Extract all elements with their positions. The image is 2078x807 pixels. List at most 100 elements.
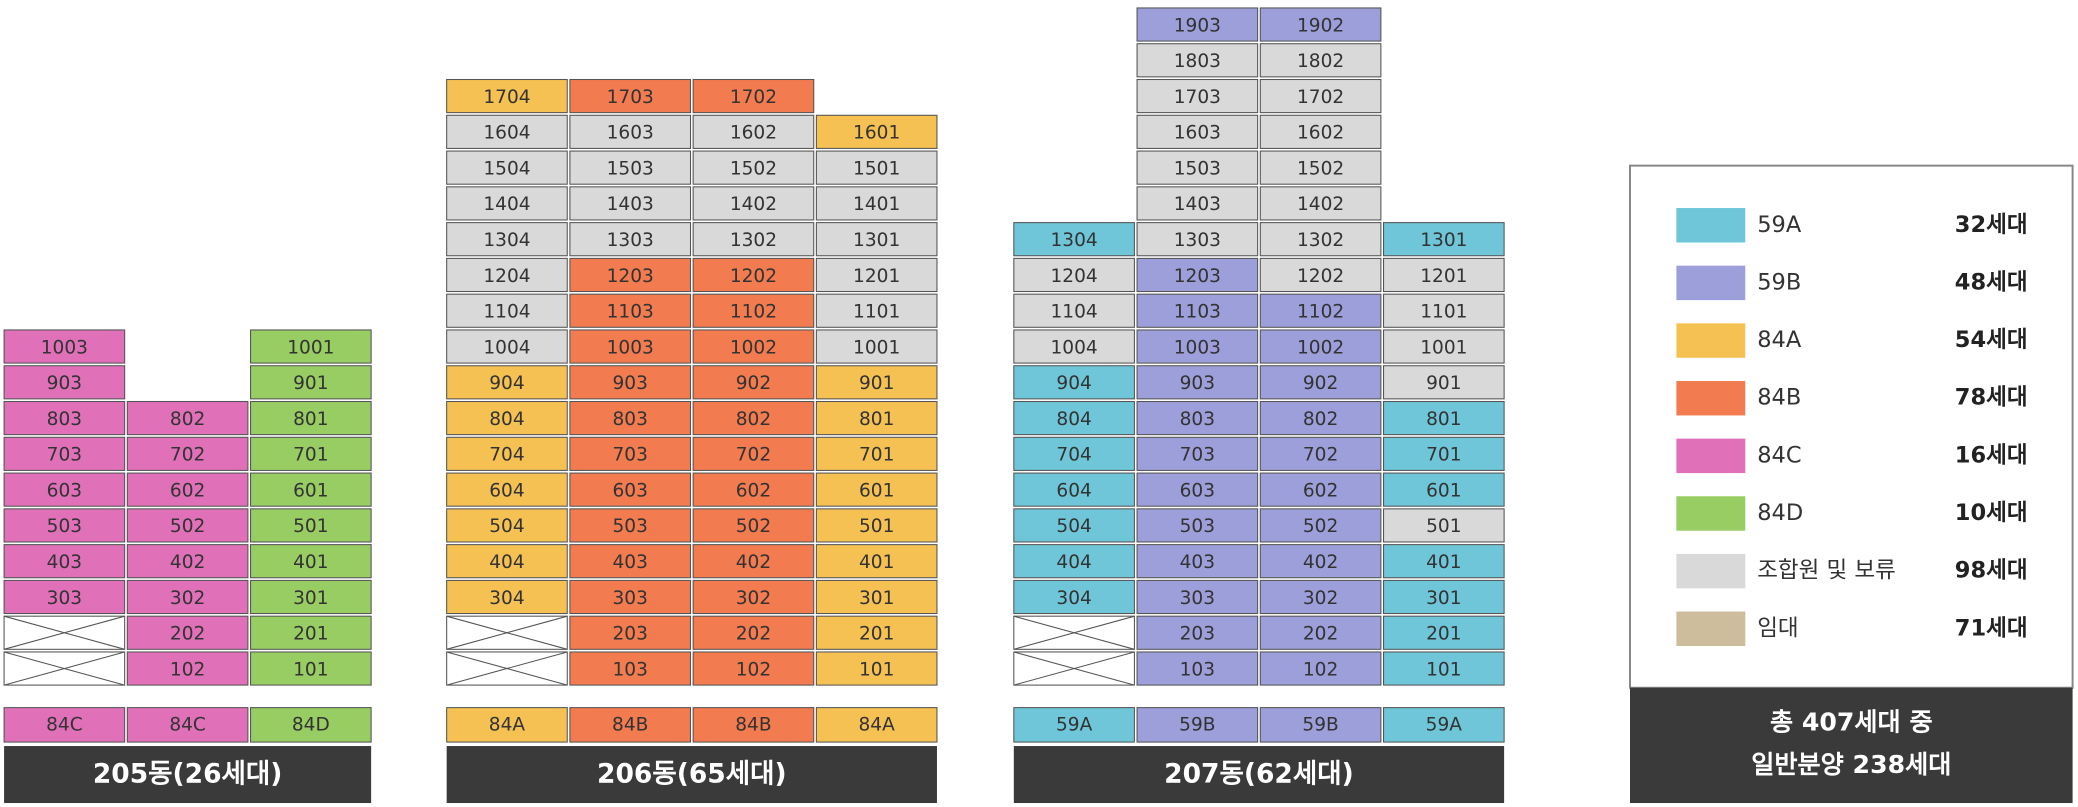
unit bbox=[1013, 293, 1135, 328]
unit-label: 501 bbox=[293, 516, 328, 537]
unit-label: 1504 bbox=[483, 158, 530, 179]
unit bbox=[1259, 329, 1382, 364]
unit bbox=[569, 651, 692, 686]
unit bbox=[250, 651, 372, 686]
unit bbox=[3, 508, 126, 543]
unit-label: 1002 bbox=[730, 337, 777, 358]
type-label: 84D bbox=[292, 714, 330, 735]
unit-label: 1202 bbox=[1297, 266, 1344, 287]
unit-label: 401 bbox=[859, 552, 894, 573]
unit bbox=[1383, 400, 1505, 436]
unit-label: 1602 bbox=[1297, 123, 1344, 144]
type-label: 84B bbox=[735, 714, 771, 735]
type-cell bbox=[569, 707, 692, 743]
unit-label: 303 bbox=[47, 588, 82, 609]
unit-label: 1301 bbox=[853, 230, 900, 251]
unit bbox=[1136, 365, 1259, 400]
unit bbox=[446, 508, 568, 543]
unit bbox=[569, 615, 692, 650]
unit-label: 302 bbox=[170, 588, 205, 609]
unit bbox=[569, 544, 692, 579]
unit-label: 703 bbox=[47, 445, 82, 466]
unit bbox=[815, 400, 938, 436]
unit-label: 404 bbox=[1056, 552, 1091, 573]
legend-count: 48세대 bbox=[1955, 269, 2028, 295]
unit-label: 302 bbox=[1303, 588, 1338, 609]
legend-label: 59B bbox=[1757, 269, 1801, 295]
unit bbox=[1013, 544, 1135, 579]
unit bbox=[250, 579, 372, 615]
unit-label: 101 bbox=[859, 659, 894, 680]
unit-label: 1104 bbox=[1051, 302, 1098, 323]
unit-label: 1501 bbox=[853, 158, 900, 179]
unit-label: 102 bbox=[736, 659, 771, 680]
unit bbox=[126, 615, 249, 650]
unit-label: 404 bbox=[489, 552, 524, 573]
unit bbox=[1259, 222, 1382, 257]
unit bbox=[815, 293, 938, 328]
building-bar bbox=[1013, 746, 1505, 804]
unit-label: 1004 bbox=[483, 337, 530, 358]
unit bbox=[569, 222, 692, 257]
unit-label: 1103 bbox=[607, 302, 654, 323]
unit bbox=[815, 150, 938, 185]
unit bbox=[250, 508, 372, 543]
unit bbox=[1259, 579, 1382, 615]
unit bbox=[126, 651, 249, 686]
unit-label: 1402 bbox=[730, 194, 777, 215]
unit bbox=[126, 436, 249, 471]
unit-label: 1703 bbox=[1174, 87, 1221, 108]
unit-label: 402 bbox=[736, 552, 771, 573]
unit-label: 1001 bbox=[287, 337, 334, 358]
legend-label: 임대 bbox=[1757, 615, 1798, 641]
unit bbox=[569, 78, 692, 114]
legend-count: 71세대 bbox=[1955, 615, 2028, 641]
unit bbox=[250, 329, 372, 364]
unit bbox=[692, 651, 815, 686]
type-label: 84A bbox=[489, 714, 526, 735]
unit-label: 301 bbox=[1426, 588, 1461, 609]
unit-label: 701 bbox=[1426, 445, 1461, 466]
unit-label: 1703 bbox=[607, 87, 654, 108]
unit bbox=[1136, 7, 1259, 42]
legend-swatch bbox=[1676, 611, 1746, 646]
unit-label: 1403 bbox=[1174, 194, 1221, 215]
unit bbox=[1259, 615, 1382, 650]
unit bbox=[446, 400, 568, 436]
type-cell bbox=[126, 707, 249, 743]
type-cell bbox=[1383, 707, 1505, 743]
unit-label: 1203 bbox=[1174, 266, 1221, 287]
unit-label: 502 bbox=[736, 516, 771, 537]
empty-cross bbox=[446, 651, 568, 686]
unit-label: 1902 bbox=[1297, 15, 1344, 36]
unit bbox=[1383, 615, 1505, 650]
legend-count: 10세대 bbox=[1955, 500, 2028, 526]
unit bbox=[1383, 257, 1505, 293]
unit-label: 602 bbox=[170, 480, 205, 501]
unit-label: 1403 bbox=[607, 194, 654, 215]
unit bbox=[126, 400, 249, 436]
unit-label: 1302 bbox=[730, 230, 777, 251]
unit-label: 704 bbox=[489, 445, 524, 466]
unit-label: 203 bbox=[1180, 624, 1215, 645]
unit-label: 103 bbox=[612, 659, 647, 680]
unit bbox=[446, 257, 568, 293]
unit bbox=[569, 186, 692, 221]
unit bbox=[815, 544, 938, 579]
type-label: 59B bbox=[1179, 714, 1215, 735]
unit bbox=[692, 472, 815, 507]
unit-label: 304 bbox=[1056, 588, 1091, 609]
legend-swatch bbox=[1676, 380, 1746, 416]
unit bbox=[1383, 222, 1505, 257]
unit bbox=[3, 436, 126, 471]
unit bbox=[1383, 651, 1505, 686]
legend-count: 16세대 bbox=[1955, 442, 2028, 468]
unit-label: 1003 bbox=[607, 337, 654, 358]
unit bbox=[815, 114, 938, 149]
unit-label: 901 bbox=[1426, 373, 1461, 394]
unit-label: 803 bbox=[47, 409, 82, 430]
unit-label: 1103 bbox=[1174, 302, 1221, 323]
unit-label: 1302 bbox=[1297, 230, 1344, 251]
legend-swatch bbox=[1676, 208, 1746, 243]
unit bbox=[126, 579, 249, 615]
